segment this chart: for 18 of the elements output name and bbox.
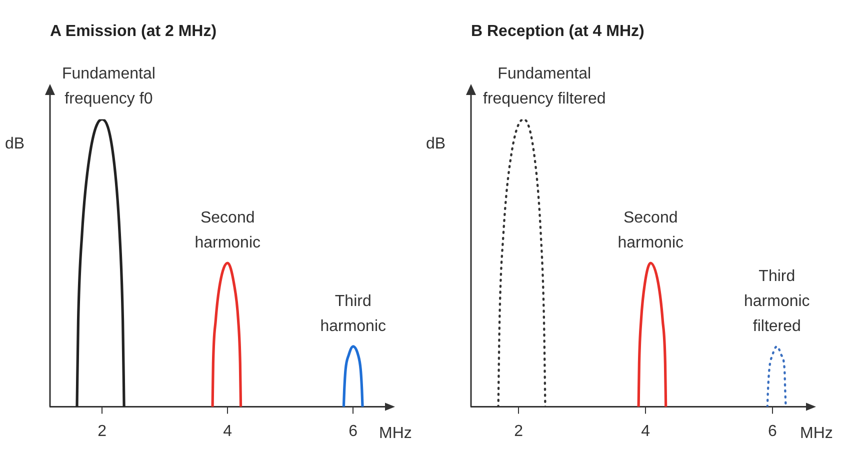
x-tick-label: 6 [768, 422, 778, 440]
y-axis-title: dB [5, 136, 25, 153]
x-axis-title: MHz [800, 425, 833, 442]
x-tick-label: 6 [348, 422, 358, 440]
y-axis-title: dB [426, 136, 446, 153]
x-tick-label: 2 [514, 422, 524, 440]
annotation: Fundamental frequency filtered [483, 66, 606, 108]
annotation: Second harmonic [618, 209, 684, 252]
annotation: Third harmonic filtered [744, 268, 810, 335]
x-tick-label: 2 [98, 422, 107, 440]
x-tick-label: 4 [641, 422, 650, 440]
annotation: Second harmonic [194, 209, 261, 252]
chart-title: B Reception (at 4 MHz) [471, 23, 644, 40]
annotation: Fundamental frequency f0 [62, 66, 156, 108]
x-tick-label: 4 [223, 422, 232, 440]
x-axis-title: MHz [379, 425, 412, 442]
chart-title: A Emission (at 2 MHz) [50, 23, 217, 40]
annotation: Third harmonic [320, 292, 386, 335]
